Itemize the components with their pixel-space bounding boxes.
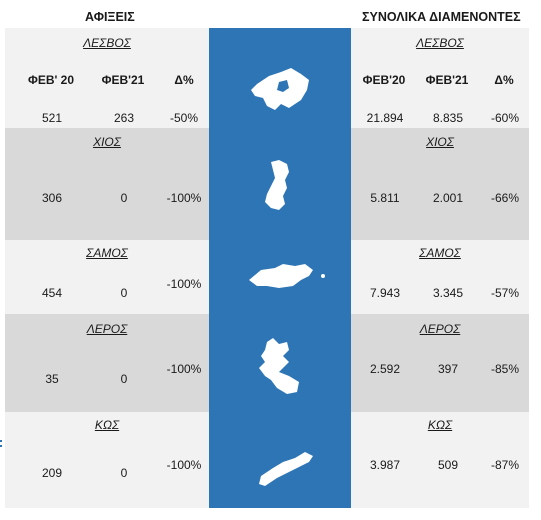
island-name-left: ΛΕΣΒΟΣ — [83, 36, 131, 50]
island-name-left: ΧΙΟΣ — [93, 135, 121, 149]
col-feb20-right: ΦΕΒ'20 — [362, 73, 406, 87]
arr-delta-value: -100% — [166, 277, 202, 291]
col-feb21-left: ΦΕΒ'21 — [101, 73, 145, 87]
island-name-left: ΛΕΡΟΣ — [86, 322, 128, 336]
ov20-value: 3.987 — [369, 458, 401, 472]
arr20-value: 209 — [41, 466, 63, 480]
arr-delta-value: -50% — [169, 111, 198, 125]
samos-shape-icon — [249, 264, 325, 288]
ov20-value: 7.943 — [369, 286, 401, 300]
ov-delta-value: -87% — [490, 458, 519, 472]
arr21-value: 0 — [120, 286, 128, 300]
arr20-value: 35 — [45, 372, 59, 386]
ov-delta-value: -85% — [490, 362, 519, 376]
arr21-value: 0 — [120, 466, 128, 480]
island-name-right: ΛΕΣΒΟΣ — [416, 36, 464, 50]
arr-delta-value: -100% — [166, 191, 202, 205]
col-feb21-right: ΦΕΒ'21 — [425, 73, 469, 87]
island-name-right: ΛΕΡΟΣ — [419, 322, 461, 336]
ov21-value: 397 — [437, 362, 459, 376]
ov20-value: 5.811 — [370, 191, 400, 205]
arrivals-header: ΑΦΙΞΕΙΣ — [85, 10, 135, 24]
island-name-right: ΚΩΣ — [427, 418, 453, 432]
ov21-value: 8.835 — [432, 111, 464, 125]
arr20-value: 521 — [41, 111, 63, 125]
arr-delta-value: -100% — [166, 362, 202, 376]
lesvos-shape-icon — [251, 68, 309, 110]
island-name-right: ΣΑΜΟΣ — [419, 246, 461, 260]
ov21-value: 3.345 — [432, 286, 464, 300]
ov-delta-value: -57% — [490, 286, 519, 300]
island-name-right: ΧΙΟΣ — [426, 135, 454, 149]
arr21-value: 263 — [113, 111, 135, 125]
ov20-value: 21.894 — [366, 111, 404, 125]
leros-shape-icon — [259, 338, 299, 394]
arr21-value: 0 — [120, 372, 128, 386]
ov20-value: 2.592 — [369, 362, 401, 376]
island-map-panel — [209, 28, 351, 508]
arr20-value: 306 — [41, 191, 63, 205]
edge-marker — [0, 440, 3, 450]
col-delta-left: Δ% — [174, 73, 194, 87]
ov21-value: 2.001 — [432, 191, 464, 205]
col-delta-right: Δ% — [494, 73, 514, 87]
arr-delta-value: -100% — [166, 458, 202, 472]
kos-shape-icon — [259, 452, 313, 486]
ov-delta-value: -60% — [490, 111, 519, 125]
arr20-value: 454 — [41, 286, 63, 300]
col-feb20-left: ΦΕΒ' 20 — [27, 73, 75, 87]
arr21-value: 0 — [120, 191, 128, 205]
island-name-left: ΚΩΣ — [94, 418, 120, 432]
ov-delta-value: -66% — [490, 191, 519, 205]
ov21-value: 509 — [437, 458, 459, 472]
overnight-header: ΣΥΝΟΛΙΚΑ ΔΙΑΜΕΝΟΝΤΕΣ — [362, 10, 521, 24]
chios-shape-icon — [265, 160, 289, 210]
island-name-left: ΣΑΜΟΣ — [86, 246, 128, 260]
